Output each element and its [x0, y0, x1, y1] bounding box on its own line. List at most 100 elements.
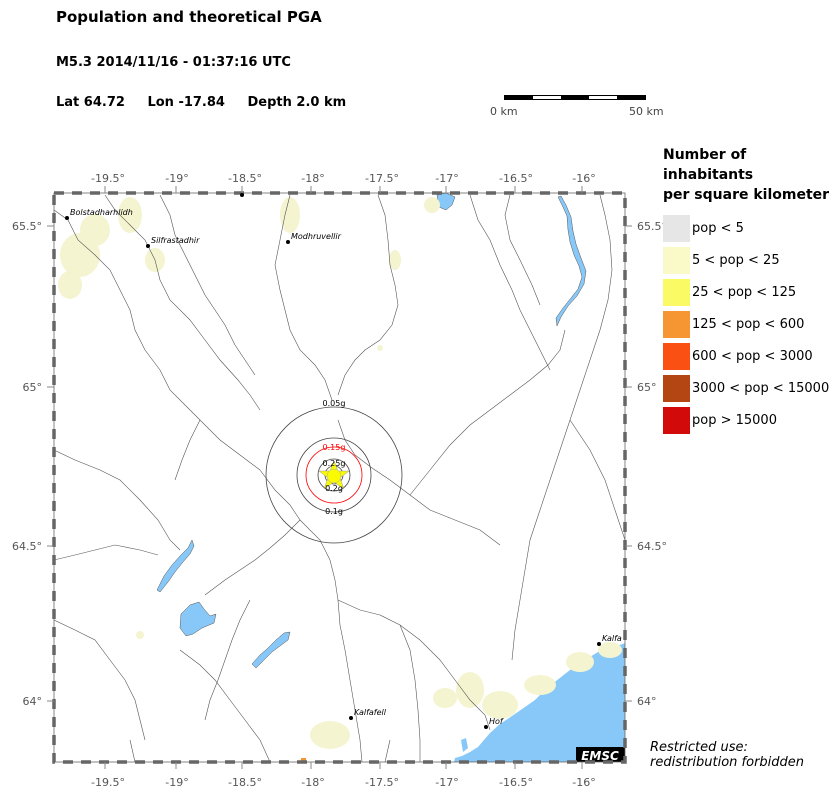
map-frame — [52, 191, 627, 764]
pga-label-025: 0.25g — [323, 459, 346, 468]
legend-item: pop < 5 — [663, 212, 828, 244]
lon-label-bottom: -16.5° — [499, 776, 533, 789]
place-label: Modhruvellir — [291, 232, 342, 241]
place-dot — [349, 716, 353, 720]
place-label: Kalfa — [602, 634, 622, 643]
legend-title-line1: Number of inhabitants — [663, 147, 754, 183]
lon-label-bottom: -18° — [301, 776, 324, 789]
lon-label-bottom: -19° — [165, 776, 188, 789]
emsc-logo: EMSC — [576, 747, 625, 763]
legend-label: pop < 5 — [692, 220, 744, 236]
legend-swatch — [663, 246, 690, 274]
sea-area — [454, 643, 625, 762]
scale-bar-graphic — [504, 95, 646, 100]
emsc-logo-text: EMSC — [581, 749, 619, 763]
lon-label-bottom: -19.5° — [91, 776, 125, 789]
scale-start-label: 0 km — [490, 105, 518, 118]
depth-value: Depth 2.0 km — [247, 95, 347, 110]
place-label: Bolstadharhlidh — [70, 208, 133, 217]
restricted-line2: redistribution forbidden — [650, 755, 805, 770]
lon-label-top: -17° — [435, 172, 458, 185]
lat-label-left: 65.5° — [12, 220, 42, 233]
legend-swatch — [663, 278, 690, 306]
pga-label-015: 0.15g — [323, 443, 346, 452]
place-label: Hof — [489, 717, 504, 726]
tick-marks — [47, 186, 632, 769]
lon-label-top: -16° — [572, 172, 595, 185]
pga-label-005: 0.05g — [323, 399, 346, 408]
place-dot — [286, 240, 290, 244]
place-dot — [597, 642, 601, 646]
place-label: Silfrastadhir — [151, 236, 200, 245]
lat-label-right: 65.5° — [637, 220, 667, 233]
legend-label: 600 < pop < 3000 — [692, 348, 813, 364]
restricted-line1: Restricted use: — [650, 740, 748, 755]
location-info: Lat 64.72 Lon -17.84 Depth 2.0 km — [56, 95, 364, 110]
lon-value: Lon -17.84 — [147, 95, 225, 110]
lon-label-bottom: -16° — [572, 776, 595, 789]
lon-label-top: -18.5° — [228, 172, 262, 185]
legend-swatch — [663, 374, 690, 402]
lat-label-right: 64.5° — [637, 540, 667, 553]
lat-label-right: 64° — [637, 695, 657, 708]
lake-south — [251, 631, 291, 669]
lon-label-top: -19° — [165, 172, 188, 185]
legend-swatch — [663, 310, 690, 338]
pga-label-01: 0.1g — [325, 507, 343, 516]
scale-bar: 0 km 50 km — [490, 92, 664, 122]
pga-ring-015 — [305, 446, 363, 504]
place-dot — [65, 216, 69, 220]
pga-ring-01 — [296, 437, 372, 513]
place-dots — [65, 216, 601, 729]
lon-label-top: -17.5° — [365, 172, 399, 185]
scale-end-label: 50 km — [629, 105, 664, 118]
lon-label-top: -16.5° — [499, 172, 533, 185]
river-west — [156, 539, 195, 593]
lon-label-top: -19.5° — [91, 172, 125, 185]
legend: pop < 5 5 < pop < 25 25 < pop < 125 125 … — [663, 212, 830, 436]
lat-value: Lat 64.72 — [56, 95, 125, 110]
sea-inlet — [461, 738, 468, 752]
place-dot — [484, 725, 488, 729]
river-jokulsa — [555, 195, 587, 327]
river-lines — [54, 194, 625, 762]
lon-label-bottom: -17° — [435, 776, 458, 789]
legend-label: pop > 15000 — [692, 412, 777, 428]
place-dot — [240, 193, 244, 197]
pga-ring-02 — [317, 458, 351, 492]
place-label: Kalfafell — [354, 708, 387, 717]
population-hotspot — [301, 758, 306, 762]
pga-ring-005 — [265, 406, 403, 544]
legend-label: 5 < pop < 25 — [692, 252, 780, 268]
legend-title-line2: per square kilometer — [663, 187, 830, 203]
legend-swatch — [663, 406, 690, 434]
legend-item: 5 < pop < 25 — [663, 244, 828, 276]
pga-label-02: 0.2g — [325, 484, 343, 493]
lake-thorisvatn — [179, 601, 217, 637]
place-dot — [146, 244, 150, 248]
legend-item: 25 < pop < 125 — [663, 276, 828, 308]
lon-label-bottom: -17.5° — [365, 776, 399, 789]
epicenter-star — [318, 460, 350, 490]
legend-label: 3000 < pop < 15000 — [692, 380, 830, 396]
legend-label: 125 < pop < 600 — [692, 316, 805, 332]
lat-label-left: 64.5° — [12, 540, 42, 553]
lon-label-top: -18° — [301, 172, 324, 185]
legend-item: 125 < pop < 600 — [663, 308, 828, 340]
lon-label-bottom: -18.5° — [228, 776, 262, 789]
legend-title: Number of inhabitants per square kilomet… — [663, 145, 831, 205]
map-title: Population and theoretical PGA — [56, 8, 322, 26]
legend-item: 600 < pop < 3000 — [663, 340, 828, 372]
lat-label-right: 65° — [637, 381, 657, 394]
lat-label-left: 64° — [23, 695, 43, 708]
legend-swatch — [663, 342, 690, 370]
legend-swatch — [663, 214, 690, 242]
legend-label: 25 < pop < 125 — [692, 284, 797, 300]
legend-item: pop > 15000 — [663, 404, 828, 436]
event-info: M5.3 2014/11/16 - 01:37:16 UTC — [56, 55, 291, 70]
legend-item: 3000 < pop < 15000 — [663, 372, 830, 404]
restricted-note: Restricted use: redistribution forbidden — [650, 740, 804, 770]
lat-label-left: 65° — [23, 381, 43, 394]
